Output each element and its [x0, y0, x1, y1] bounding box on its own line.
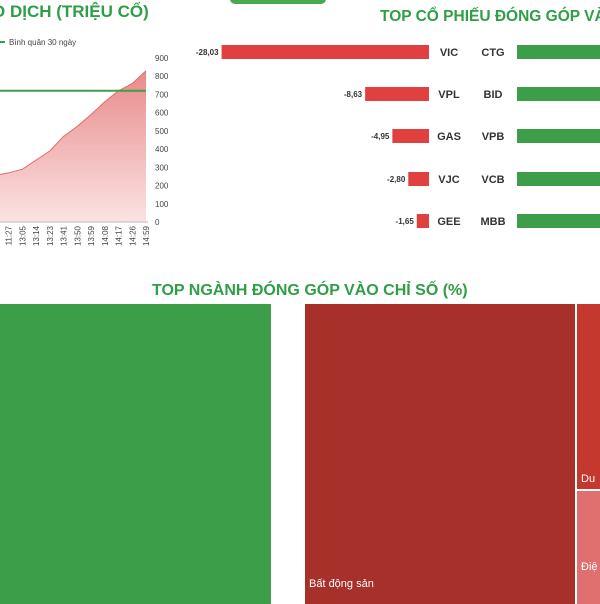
x-tick-label: 14:26	[128, 225, 137, 246]
treemap-tile-dien: Điệ	[577, 491, 600, 604]
ticker-label-mbb: MBB	[480, 216, 505, 228]
top-stocks-title: TOP CỔ PHIẾU ĐÓNG GÓP VÀ	[380, 8, 600, 25]
x-tick-label: 14:17	[115, 225, 124, 246]
x-tick-label: 11:27	[5, 225, 14, 245]
y-tick-label: 600	[155, 109, 169, 118]
x-tick-label: 13:41	[60, 225, 69, 246]
industry-chart-title: TOP NGÀNH ĐÓNG GÓP VÀO CHỈ SỐ (%)	[152, 282, 468, 299]
bar-positive-ctg	[517, 45, 600, 59]
ticker-label-vcb: VCB	[481, 174, 504, 186]
x-tick-label: 13:23	[46, 225, 55, 246]
value-label-gas: -4,95	[371, 132, 390, 141]
treemap-label-du: Du	[581, 473, 596, 485]
y-tick-label: 200	[155, 182, 169, 191]
y-tick-label: 0	[155, 218, 160, 227]
bar-negative-gee	[416, 214, 429, 228]
bar-positive-bid	[517, 87, 600, 101]
value-label-vpl: -8,63	[344, 90, 363, 99]
value-label-vic: -28,03	[196, 48, 219, 57]
bar-negative-vpl	[365, 87, 429, 101]
bar-positive-vpb	[517, 129, 600, 143]
ticker-label-vpl: VPL	[438, 89, 460, 101]
y-tick-label: 300	[155, 163, 169, 172]
ticker-label-vpb: VPB	[482, 131, 505, 143]
ticker-label-gas: GAS	[437, 131, 461, 143]
y-tick-label: 100	[155, 200, 169, 209]
x-tick-label: 14:59	[142, 225, 151, 246]
y-tick-label: 400	[155, 145, 169, 154]
ticker-label-ctg: CTG	[481, 47, 504, 59]
x-tick-label: 13:59	[87, 225, 96, 246]
x-tick-label: 13:50	[73, 225, 82, 246]
ticker-label-bid: BID	[484, 89, 503, 101]
bar-positive-vcb	[517, 172, 600, 186]
ticker-label-vic: VIC	[440, 47, 458, 59]
bar-negative-vic	[221, 45, 429, 59]
volume-chart-title: O DỊCH (TRIỆU CỔ)	[0, 2, 149, 21]
y-tick-label: 700	[155, 90, 169, 99]
treemap-label-bat-dong-san: Bất động sản	[309, 578, 374, 590]
x-tick-label: 13:05	[18, 225, 27, 246]
y-tick-label: 800	[155, 72, 169, 81]
volume-area	[0, 70, 146, 222]
legend-label: Bình quân 30 ngày	[9, 38, 76, 47]
ticker-label-vjc: VJC	[438, 174, 459, 186]
x-tick-label: 13:14	[32, 225, 41, 246]
treemap-tile-bat-dong-san: Bất động sản	[305, 304, 575, 604]
x-tick-label: 14:08	[101, 225, 110, 246]
value-label-vjc: -2,80	[387, 175, 406, 184]
bar-negative-gas	[392, 129, 429, 143]
volume-line	[0, 70, 147, 176]
value-label-gee: -1,65	[396, 217, 415, 226]
treemap-tile-positive-1	[0, 304, 271, 604]
bar-positive-mbb	[517, 214, 600, 228]
treemap-tile-du: Du	[577, 304, 600, 489]
header-pill	[230, 0, 326, 4]
y-tick-label: 900	[155, 54, 169, 63]
ticker-label-gee: GEE	[437, 216, 460, 228]
bar-negative-vjc	[408, 172, 429, 186]
treemap-label-dien: Điệ	[581, 561, 598, 573]
y-tick-label: 500	[155, 127, 169, 136]
